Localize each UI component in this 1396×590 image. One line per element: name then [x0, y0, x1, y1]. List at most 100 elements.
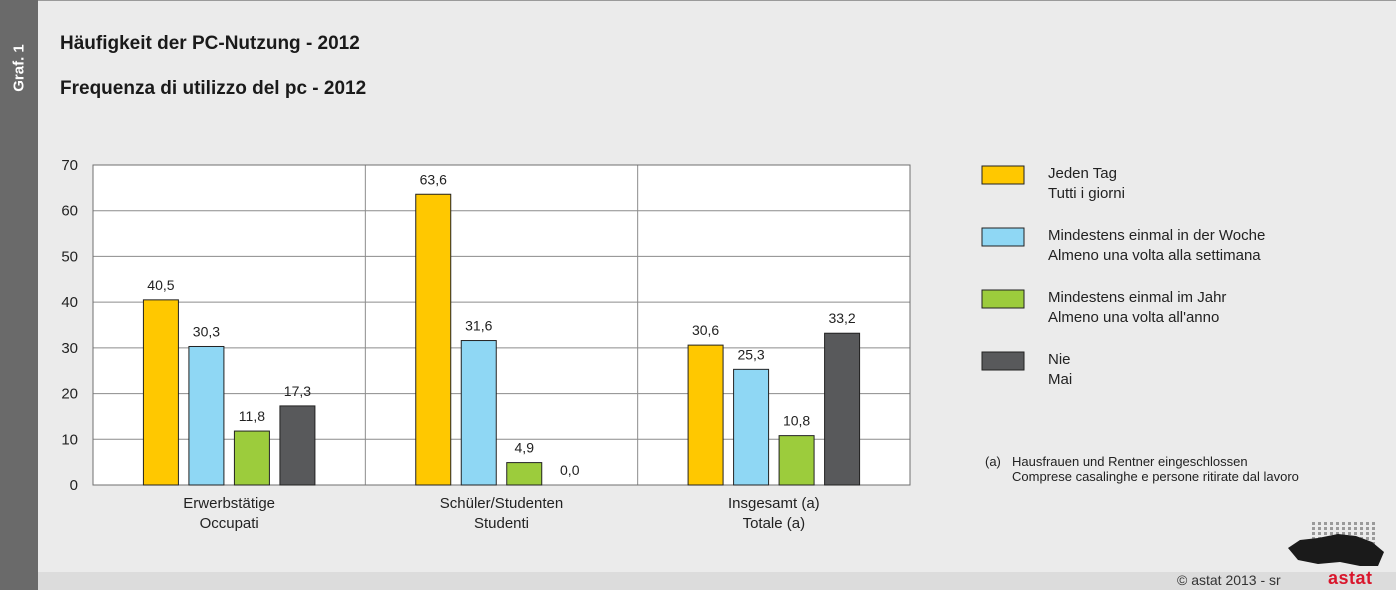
bar: [188, 345, 225, 486]
x-category-label: Occupati: [200, 515, 259, 532]
bar: [279, 405, 316, 486]
logo-dot: [1366, 537, 1369, 540]
plot-border: [92, 164, 911, 486]
x-category-label: Totale (a): [743, 515, 806, 532]
data-label: 30,3: [193, 323, 220, 339]
logo-dot: [1366, 532, 1369, 535]
bar: [460, 340, 497, 486]
data-label: 10,8: [783, 413, 810, 429]
data-label: 30,6: [692, 322, 719, 338]
logo-dot: [1336, 532, 1339, 535]
data-label: 11,8: [239, 408, 265, 424]
logo-dot: [1366, 527, 1369, 530]
y-tick-label: 20: [61, 386, 78, 403]
y-tick-label: 50: [61, 248, 78, 265]
logo-dot: [1348, 532, 1351, 535]
y-tick-label: 60: [61, 203, 78, 220]
chart-title-german: Häufigkeit der PC-Nutzung - 2012: [60, 33, 360, 54]
logo-dot: [1318, 522, 1321, 525]
legend-swatch: [981, 351, 1025, 371]
legend-label: Almeno una volta all'anno: [1048, 309, 1219, 326]
y-tick-label: 70: [61, 157, 78, 174]
plot-area: [93, 165, 910, 485]
logo-dot: [1318, 527, 1321, 530]
logo-dot: [1354, 527, 1357, 530]
y-tick-label: 40: [61, 294, 78, 311]
bar: [415, 193, 452, 486]
logo-dot: [1330, 527, 1333, 530]
logo-dot: [1354, 522, 1357, 525]
footnote-line-2: Comprese casalinghe e persone ritirate d…: [1012, 469, 1299, 484]
y-tick-label: 30: [61, 340, 78, 357]
logo-region-shape: [1288, 534, 1384, 566]
logo-dot: [1348, 522, 1351, 525]
logo-dot: [1372, 527, 1375, 530]
logo-dot: [1312, 527, 1315, 530]
bar: [824, 332, 861, 486]
legend-label: Tutti i giorni: [1048, 185, 1125, 202]
logo-dot: [1318, 532, 1321, 535]
data-label: 17,3: [284, 383, 311, 399]
legend-label: Almeno una volta alla settimana: [1048, 247, 1261, 264]
x-category-label: Insgesamt (a): [728, 495, 820, 512]
logo-dot: [1324, 527, 1327, 530]
side-band: Graf. 1: [0, 0, 38, 590]
footnote-line-1: Hausfrauen und Rentner eingeschlossen: [1012, 454, 1248, 469]
bar: [233, 430, 270, 486]
logo-dot: [1348, 527, 1351, 530]
data-label: 31,6: [465, 318, 492, 334]
logo-dot: [1360, 522, 1363, 525]
logo-dot: [1336, 527, 1339, 530]
logo-dot: [1372, 532, 1375, 535]
logo-dot: [1330, 532, 1333, 535]
x-category-label: Erwerbstätige: [183, 495, 275, 512]
logo-dot: [1312, 532, 1315, 535]
legend-swatch: [981, 227, 1025, 247]
logo-dot: [1366, 522, 1369, 525]
logo-dot: [1336, 522, 1339, 525]
bar: [142, 299, 179, 486]
logo-dot: [1360, 532, 1363, 535]
bar: [778, 435, 815, 486]
logo-dot: [1372, 537, 1375, 540]
chart-title-italian: Frequenza di utilizzo del pc - 2012: [60, 78, 367, 99]
bar: [506, 462, 543, 486]
logo-dot: [1354, 532, 1357, 535]
legend-label: Mindestens einmal in der Woche: [1048, 227, 1265, 244]
logo-dot: [1324, 522, 1327, 525]
y-tick-label: 10: [61, 431, 78, 448]
bar: [733, 368, 770, 486]
logo-dot: [1342, 532, 1345, 535]
data-label: 25,3: [737, 346, 764, 362]
astat-logo-icon: [1288, 522, 1384, 566]
legend-label: Jeden Tag: [1048, 165, 1117, 182]
data-label: 40,5: [147, 277, 174, 293]
x-category-label: Schüler/Studenten: [440, 495, 563, 512]
x-category-label: Studenti: [474, 515, 529, 532]
data-label: 63,6: [420, 171, 447, 187]
data-label: 4,9: [515, 440, 535, 456]
logo-dot: [1312, 522, 1315, 525]
bar: [687, 344, 724, 486]
data-label: 33,2: [828, 310, 855, 326]
legend-label: Nie: [1048, 351, 1071, 368]
top-border: [38, 0, 1396, 1]
logo-dot: [1330, 522, 1333, 525]
astat-logo-text: astat: [1328, 568, 1373, 588]
legend-label: Mai: [1048, 371, 1072, 388]
footnote-marker: (a): [985, 454, 1001, 469]
logo-dot: [1342, 522, 1345, 525]
legend-swatch: [981, 289, 1025, 309]
footer-band: [38, 572, 1396, 590]
copyright-text: © astat 2013 - sr: [1177, 572, 1281, 588]
logo-dot: [1360, 527, 1363, 530]
logo-dot: [1342, 527, 1345, 530]
legend-swatch: [981, 165, 1025, 185]
data-label: 0,0: [560, 462, 580, 478]
logo-dot: [1324, 532, 1327, 535]
y-tick-label: 0: [70, 477, 78, 494]
legend-label: Mindestens einmal im Jahr: [1048, 289, 1226, 306]
logo-dot: [1372, 522, 1375, 525]
